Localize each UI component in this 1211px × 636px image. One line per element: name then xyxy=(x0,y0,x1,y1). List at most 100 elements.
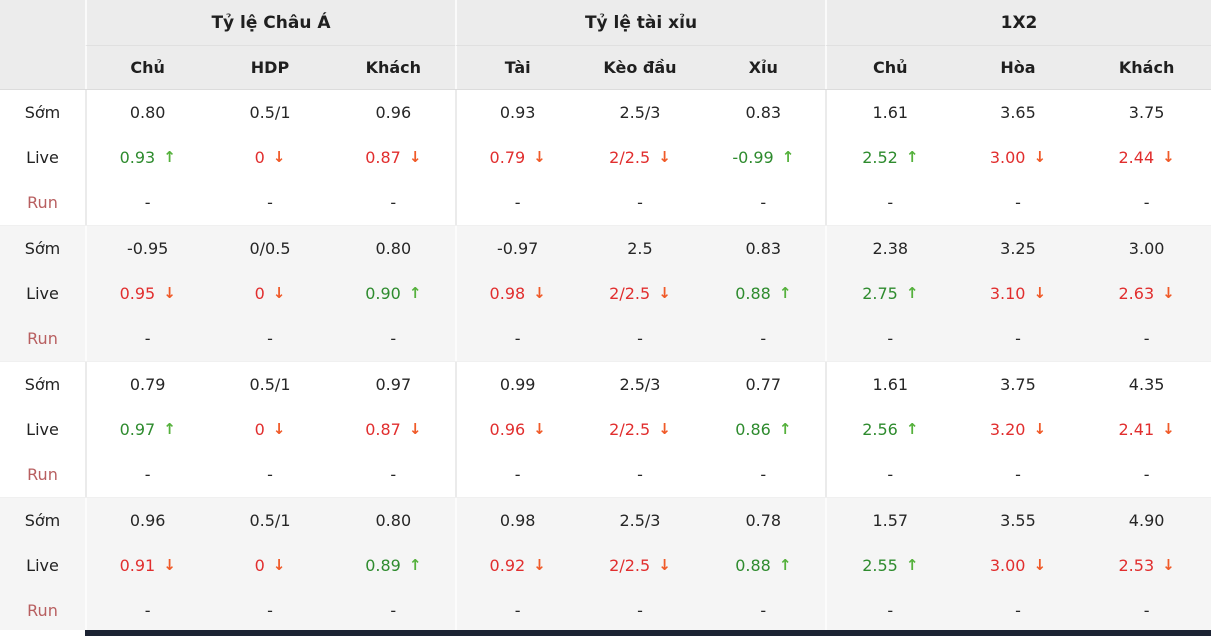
odds-value: 2/2.5 xyxy=(609,284,651,303)
odds-cell: 0.79 ↓ xyxy=(454,135,578,180)
odds-cell: 0.90 ↑ xyxy=(332,271,455,316)
column-header-ou-line: Kèo đầu xyxy=(578,45,702,89)
down-arrow-icon: ↓ xyxy=(1033,556,1047,574)
odds-value: 0.90 xyxy=(365,284,401,303)
odds-cell: 1.61 xyxy=(824,90,954,135)
odds-row-live: Live 0.95 ↓ 0 ↓ 0.90 ↑ 0.98 ↓ 2/2.5 ↓ 0.88 ↑ 2.75 ↑ 3.1… xyxy=(0,271,1211,316)
up-arrow-icon: ↑ xyxy=(408,556,422,574)
odds-cell: 4.35 xyxy=(1128,375,1165,394)
down-arrow-icon: ↓ xyxy=(658,148,671,166)
odds-row-live: Live 0.91 ↓ 0 ↓ 0.89 ↑ 0.92 ↓ 2/2.5 ↓ 0.88 ↑ 2.55 ↑ 3.0… xyxy=(0,543,1211,588)
group-header-over-under: Tỷ lệ tài xỉu xyxy=(455,0,825,45)
odds-cell: 0.95 ↓ xyxy=(85,271,208,316)
odds-value: 0 xyxy=(254,284,265,303)
odds-cell: - xyxy=(454,180,578,225)
down-arrow-icon: ↓ xyxy=(272,284,286,302)
odds-cell: 2.5/3 xyxy=(619,103,661,122)
group-header-row: Tỷ lệ Châu Á Tỷ lệ tài xỉu 1X2 xyxy=(0,0,1211,45)
odds-value: 0.88 xyxy=(735,556,771,575)
down-arrow-icon: ↓ xyxy=(1162,148,1175,166)
down-arrow-icon: ↓ xyxy=(658,284,671,302)
odds-value: 0.97 xyxy=(119,420,156,439)
column-header-spacer xyxy=(0,45,85,89)
odds-cell: - xyxy=(390,329,397,348)
odds-cell: - xyxy=(390,193,397,212)
odds-cell: 3.25 xyxy=(1000,239,1036,258)
odds-value: 3.10 xyxy=(989,284,1026,303)
odds-cell: 0.78 xyxy=(745,511,782,530)
odds-value: 0.92 xyxy=(489,556,526,575)
odds-cell: 3.65 xyxy=(1000,103,1036,122)
odds-cell: - xyxy=(637,193,643,212)
odds-cell: 0.83 xyxy=(745,239,782,258)
odds-row-som: Sớm 0.96 0.5/1 0.80 0.98 2.5/3 0.78 1.57 3.55 4.9… xyxy=(0,498,1211,543)
up-arrow-icon: ↑ xyxy=(781,148,795,166)
odds-cell: 0.96 xyxy=(85,498,208,543)
row-label-som: Sớm xyxy=(24,103,61,122)
odds-cell: 2.38 xyxy=(824,226,954,271)
row-label-live: Live xyxy=(26,420,59,439)
odds-cell: - xyxy=(267,601,273,620)
footer-bar xyxy=(0,630,1211,636)
odds-cell: 0.91 ↓ xyxy=(85,543,208,588)
odds-cell: 3.00 ↓ xyxy=(954,135,1083,180)
odds-value: 2.56 xyxy=(862,420,898,439)
odds-cell: - xyxy=(1015,465,1021,484)
column-header-ou-under: Xỉu xyxy=(701,45,825,89)
odds-cell: 0.93 ↑ xyxy=(85,135,208,180)
odds-cell: - xyxy=(1015,193,1021,212)
odds-cell: - xyxy=(760,465,767,484)
odds-block: Sớm 0.96 0.5/1 0.80 0.98 2.5/3 0.78 1.57 3.55 4.9… xyxy=(0,497,1211,633)
down-arrow-icon: ↓ xyxy=(272,556,286,574)
odds-value: 0.93 xyxy=(119,148,156,167)
odds-value: 2.53 xyxy=(1118,556,1155,575)
odds-cell: - xyxy=(824,588,954,633)
up-arrow-icon: ↑ xyxy=(778,556,792,574)
odds-cell: - xyxy=(390,465,397,484)
odds-cell: 0.92 ↓ xyxy=(454,543,578,588)
odds-table-body: Sớm 0.80 0.5/1 0.96 0.93 2.5/3 0.83 1.61 3.65 3.7… xyxy=(0,90,1211,633)
odds-cell: 2.53 ↓ xyxy=(1082,543,1211,588)
odds-cell: 2/2.5 ↓ xyxy=(578,543,701,588)
group-header-spacer xyxy=(0,0,85,45)
odds-value: 2.44 xyxy=(1118,148,1155,167)
odds-cell: 3.55 xyxy=(1000,511,1036,530)
odds-block: Sớm -0.95 0/0.5 0.80 -0.97 2.5 0.83 2.38 3.25 3.0… xyxy=(0,225,1211,361)
odds-cell: - xyxy=(760,193,767,212)
odds-cell: - xyxy=(824,316,954,361)
up-arrow-icon: ↑ xyxy=(905,420,919,438)
down-arrow-icon: ↓ xyxy=(533,420,546,438)
down-arrow-icon: ↓ xyxy=(533,556,546,574)
odds-value: 2.63 xyxy=(1118,284,1155,303)
odds-cell: 0 ↓ xyxy=(208,543,331,588)
odds-cell: 2/2.5 ↓ xyxy=(578,135,701,180)
odds-cell: - xyxy=(454,316,578,361)
row-label-run: Run xyxy=(27,193,58,212)
odds-row-run: Run - - - - - - - - - xyxy=(0,316,1211,361)
odds-cell: 0.93 xyxy=(454,90,578,135)
odds-cell: 0.96 ↓ xyxy=(454,407,578,452)
down-arrow-icon: ↓ xyxy=(658,420,671,438)
odds-cell: 2.5 xyxy=(627,239,653,258)
odds-cell: - xyxy=(824,180,954,225)
odds-cell: 0.87 ↓ xyxy=(332,407,455,452)
odds-value: 2.75 xyxy=(862,284,898,303)
odds-cell: - xyxy=(637,601,643,620)
down-arrow-icon: ↓ xyxy=(408,420,422,438)
odds-value: 0.87 xyxy=(365,148,401,167)
down-arrow-icon: ↓ xyxy=(1162,284,1175,302)
odds-cell: -0.97 xyxy=(454,226,578,271)
odds-cell: - xyxy=(760,329,767,348)
odds-cell: - xyxy=(390,601,397,620)
odds-value: 0 xyxy=(254,556,265,575)
up-arrow-icon: ↑ xyxy=(163,148,176,166)
odds-cell: 0.86 ↑ xyxy=(702,407,825,452)
row-label-live: Live xyxy=(26,556,59,575)
odds-cell: -0.95 xyxy=(85,226,208,271)
row-label-som: Sớm xyxy=(24,239,61,258)
odds-cell: 2.5/3 xyxy=(619,375,661,394)
odds-cell: 0.79 xyxy=(85,362,208,407)
odds-value: 0.98 xyxy=(489,284,526,303)
down-arrow-icon: ↓ xyxy=(658,556,671,574)
up-arrow-icon: ↑ xyxy=(905,284,919,302)
